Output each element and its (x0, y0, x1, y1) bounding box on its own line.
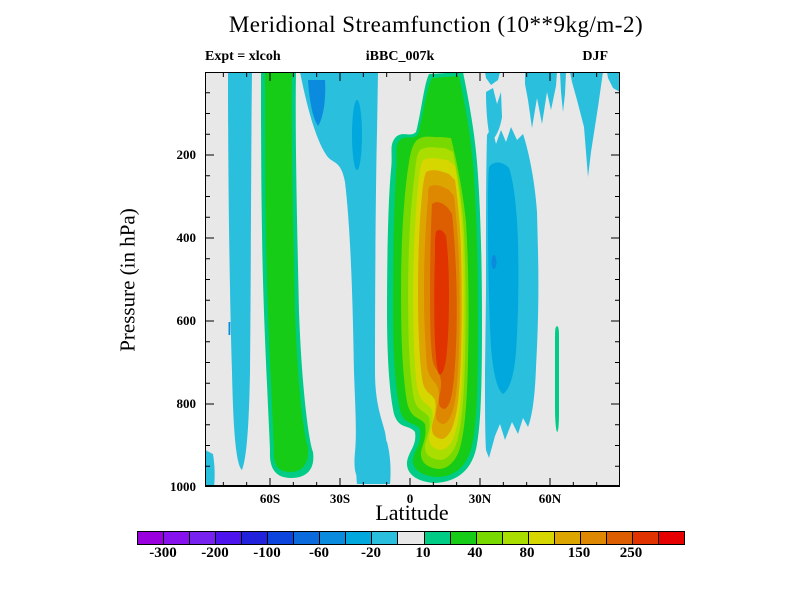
contour-antarctic-negative-band (228, 72, 252, 470)
colorbar-label: -200 (201, 545, 229, 561)
colorbar-seg-5 (268, 532, 295, 544)
colorbar-label: -60 (309, 545, 329, 561)
colorbar-label: 250 (619, 545, 643, 561)
contour-south-subtropical-band (300, 72, 387, 480)
colorbar-label: 40 (467, 545, 483, 561)
colorbar-seg-19 (632, 532, 659, 544)
colorbar-seg-20 (658, 532, 684, 544)
colorbar-seg-0 (138, 532, 165, 544)
x-axis-title: Latitude (375, 500, 449, 525)
colorbar-seg-2 (190, 532, 217, 544)
colorbar-seg-9 (372, 532, 399, 544)
chart-title: Meridional Streamfunction (10**9kg/m-2) (228, 12, 644, 37)
colorbar-seg-7 (320, 532, 347, 544)
contour-plume-foot-cyan (356, 431, 391, 484)
contour-arctic-triangle (570, 72, 603, 177)
colorbar-seg-16 (554, 532, 581, 544)
colorbar-seg-17 (580, 532, 607, 544)
colorbar-seg-12 (450, 532, 477, 544)
season-label: DJF (582, 49, 608, 64)
colorbar-label: -20 (361, 545, 381, 561)
colorbar-seg-11 (424, 532, 451, 544)
contour-north-band-upper-strip (486, 88, 502, 142)
contour-north-band-top-piece (485, 72, 500, 85)
y-tick-600: 600 (176, 313, 197, 328)
colorbar-label: 150 (567, 545, 591, 561)
colorbar-seg-14 (502, 532, 529, 544)
colorbar-seg-3 (216, 532, 243, 544)
colorbar-seg-1 (164, 532, 191, 544)
x-tick-30n: 30N (468, 491, 492, 506)
colorbar-label: -300 (149, 545, 177, 561)
contour-north-green-sliver (555, 326, 559, 432)
colorbar-seg-10 (398, 532, 425, 544)
colorbar-label: 80 (519, 545, 535, 561)
colorbar-seg-18 (606, 532, 633, 544)
contour-arctic-sliver (560, 72, 566, 112)
colorbar-seg-8 (346, 532, 373, 544)
colorbar (137, 531, 685, 545)
y-tick-1000: 1000 (170, 479, 196, 494)
contour-south-blue-patch (308, 80, 326, 126)
x-tick-60n: 60N (538, 491, 562, 506)
contour-plot (205, 72, 620, 487)
y-tick-200: 200 (176, 147, 197, 162)
y-tick-400: 400 (176, 230, 197, 245)
x-tick-60s: 60S (259, 491, 281, 506)
contour-south-blue-sliver (352, 100, 362, 170)
x-tick-30s: 30S (329, 491, 351, 506)
contour-hadley-core-250 (434, 229, 449, 375)
colorbar-seg-15 (528, 532, 555, 544)
colorbar-seg-6 (294, 532, 321, 544)
contour-ferrel-band-core (265, 72, 309, 472)
contour-north-band-inner (488, 162, 519, 394)
y-tick-800: 800 (176, 396, 197, 411)
colorbar-label: -100 (253, 545, 281, 561)
contour-arctic-corner-piece (607, 72, 620, 92)
contour-north-band-blue-dot (491, 255, 497, 269)
experiment-label: Expt = xlcoh (205, 49, 281, 64)
y-axis-title: Pressure (in hPa) (115, 208, 140, 352)
colorbar-seg-13 (476, 532, 503, 544)
contour-southwest-corner-patch (205, 450, 215, 487)
contour-antarctic-blue-dash (228, 322, 231, 335)
run-id-label: iBBC_007k (365, 49, 435, 64)
colorbar-seg-4 (242, 532, 269, 544)
x-tick-0: 0 (406, 491, 414, 506)
colorbar-label: 10 (415, 545, 431, 561)
contour-arctic-patch-w (525, 72, 557, 128)
